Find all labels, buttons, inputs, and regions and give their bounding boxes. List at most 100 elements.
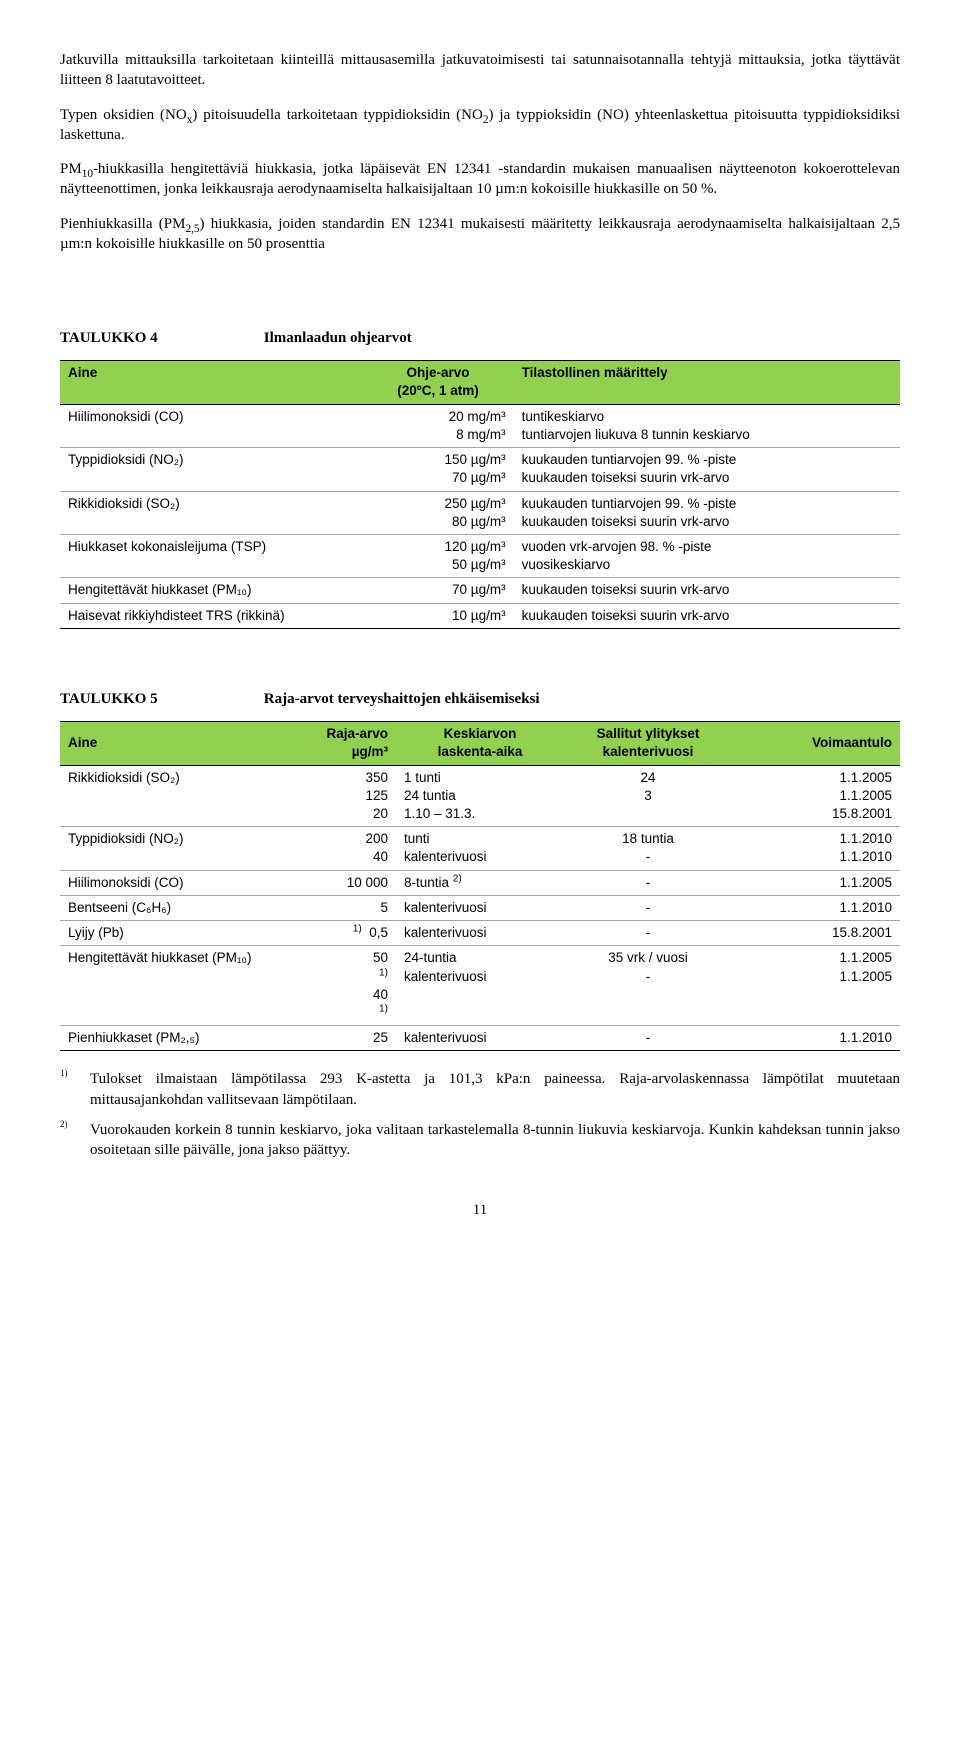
t5-aika: tunti kalenterivuosi xyxy=(396,827,564,870)
p4-part-b: ) hiukkasia, joiden standardin EN 12341 … xyxy=(60,216,900,252)
t5-aine: Typpidioksidi (NO₂) xyxy=(60,827,278,870)
table4-title: Ilmanlaadun ohjearvot xyxy=(264,330,412,346)
t4-arvo: 120 µg/m³ 50 µg/m³ xyxy=(362,535,513,578)
table4-heading: TAULUKKO 4 Ilmanlaadun ohjearvot xyxy=(60,328,900,348)
t4-maar: kuukauden toiseksi suurin vrk-arvo xyxy=(514,603,900,628)
t5-raja: 10 000 xyxy=(278,870,396,895)
footnotes: 1) Tulokset ilmaistaan lämpötilassa 293 … xyxy=(60,1069,900,1160)
t4-maar: kuukauden tuntiarvojen 99. % -piste kuuk… xyxy=(514,448,900,491)
t5-raja: 350 125 20 xyxy=(278,765,396,827)
t4-maar: kuukauden toiseksi suurin vrk-arvo xyxy=(514,578,900,603)
page-number: 11 xyxy=(60,1200,900,1220)
table5-label: TAULUKKO 5 xyxy=(60,689,260,709)
t4-aine: Typpidioksidi (NO₂) xyxy=(60,448,362,491)
table-row: Hiukkaset kokonaisleijuma (TSP)120 µg/m³… xyxy=(60,535,900,578)
footnote-2: 2) Vuorokauden korkein 8 tunnin keskiarv… xyxy=(60,1120,900,1161)
t4-h-ohje: Ohje-arvo (20ºC, 1 atm) xyxy=(362,361,513,404)
p2-part-b: ) pitoisuudella tarkoitetaan typpidioksi… xyxy=(192,107,482,123)
t5-h-voim: Voimaantulo xyxy=(732,722,900,765)
table4-label: TAULUKKO 4 xyxy=(60,328,260,348)
t5-aika: kalenterivuosi xyxy=(396,1026,564,1051)
t5-h-aine: Aine xyxy=(60,722,278,765)
t5-raja: 25 xyxy=(278,1026,396,1051)
t4-aine: Hiilimonoksidi (CO) xyxy=(60,404,362,447)
table-row: Rikkidioksidi (SO₂)250 µg/m³ 80 µg/m³kuu… xyxy=(60,491,900,534)
t4-aine: Hengitettävät hiukkaset (PM₁₀) xyxy=(60,578,362,603)
t4-maar: kuukauden tuntiarvojen 99. % -piste kuuk… xyxy=(514,491,900,534)
table-row: Haisevat rikkiyhdisteet TRS (rikkinä)10 … xyxy=(60,603,900,628)
t5-aine: Bentseeni (C₆H₆) xyxy=(60,895,278,920)
fn1-text: Tulokset ilmaistaan lämpötilassa 293 K-a… xyxy=(90,1069,900,1110)
t4-arvo: 150 µg/m³ 70 µg/m³ xyxy=(362,448,513,491)
t5-voim: 1.1.2010 xyxy=(732,895,900,920)
t5-ylit: 24 3 xyxy=(564,765,732,827)
paragraph-1: Jatkuvilla mittauksilla tarkoitetaan kii… xyxy=(60,50,900,91)
t4-h-ohje-a: Ohje-arvo xyxy=(406,365,469,380)
table-row: Lyijy (Pb)1) 0,5kalenterivuosi-15.8.2001 xyxy=(60,921,900,946)
footnote-1: 1) Tulokset ilmaistaan lämpötilassa 293 … xyxy=(60,1069,900,1110)
t5-raja: 501)401) xyxy=(278,946,396,1026)
t5-aika: kalenterivuosi xyxy=(396,921,564,946)
table-row: Pienhiukkaset (PM₂,₅)25kalenterivuosi-1.… xyxy=(60,1026,900,1051)
t4-h-maar: Tilastollinen määrittely xyxy=(514,361,900,404)
t5-ylit: 35 vrk / vuosi - xyxy=(564,946,732,1026)
p3-part-b: -hiukkasilla hengitettäviä hiukkasia, jo… xyxy=(60,161,900,197)
table4: Aine Ohje-arvo (20ºC, 1 atm) Tilastollin… xyxy=(60,360,900,629)
table5-title: Raja-arvot terveyshaittojen ehkäisemisek… xyxy=(264,691,540,707)
p3-part-a: PM xyxy=(60,161,82,177)
t5-ylit: - xyxy=(564,895,732,920)
t4-arvo: 70 µg/m³ xyxy=(362,578,513,603)
p2-part-a: Typen oksidien (NO xyxy=(60,107,187,123)
t5-aika: 1 tunti 24 tuntia 1.10 – 31.3. xyxy=(396,765,564,827)
paragraph-2: Typen oksidien (NOx) pitoisuudella tarko… xyxy=(60,105,900,146)
t5-voim: 1.1.2010 1.1.2010 xyxy=(732,827,900,870)
t4-h-ohje-b: (20ºC, 1 atm) xyxy=(397,383,478,398)
t4-arvo: 10 µg/m³ xyxy=(362,603,513,628)
t5-ylit: 18 tuntia - xyxy=(564,827,732,870)
t5-h-raja: Raja-arvo µg/m³ xyxy=(278,722,396,765)
t4-arvo: 250 µg/m³ 80 µg/m³ xyxy=(362,491,513,534)
table-row: Rikkidioksidi (SO₂)350 125 201 tunti 24 … xyxy=(60,765,900,827)
t5-ylit: - xyxy=(564,870,732,895)
paragraph-3: PM10-hiukkasilla hengitettäviä hiukkasia… xyxy=(60,159,900,200)
table-row: Typpidioksidi (NO₂)150 µg/m³ 70 µg/m³kuu… xyxy=(60,448,900,491)
t4-arvo: 20 mg/m³ 8 mg/m³ xyxy=(362,404,513,447)
t5-aika: kalenterivuosi xyxy=(396,895,564,920)
t4-h-aine: Aine xyxy=(60,361,362,404)
t5-h-ylit: Sallitut ylitykset kalenterivuosi xyxy=(564,722,732,765)
t5-aine: Pienhiukkaset (PM₂,₅) xyxy=(60,1026,278,1051)
t5-aine: Hengitettävät hiukkaset (PM₁₀) xyxy=(60,946,278,1026)
fn1-num: 1) xyxy=(60,1068,68,1078)
t4-aine: Hiukkaset kokonaisleijuma (TSP) xyxy=(60,535,362,578)
fn2-num: 2) xyxy=(60,1119,68,1129)
t5-voim: 1.1.2010 xyxy=(732,1026,900,1051)
t5-aine: Rikkidioksidi (SO₂) xyxy=(60,765,278,827)
t5-voim: 1.1.2005 xyxy=(732,870,900,895)
t5-aika: 8-tuntia 2) xyxy=(396,870,564,895)
paragraph-4: Pienhiukkasilla (PM2,5) hiukkasia, joide… xyxy=(60,214,900,255)
t5-ylit: - xyxy=(564,921,732,946)
table5-heading: TAULUKKO 5 Raja-arvot terveyshaittojen e… xyxy=(60,689,900,709)
t4-maar: vuoden vrk-arvojen 98. % -piste vuosikes… xyxy=(514,535,900,578)
t4-maar: tuntikeskiarvo tuntiarvojen liukuva 8 tu… xyxy=(514,404,900,447)
fn2-text: Vuorokauden korkein 8 tunnin keskiarvo, … xyxy=(90,1120,900,1161)
table-row: Bentseeni (C₆H₆)5kalenterivuosi-1.1.2010 xyxy=(60,895,900,920)
table-row: Hengitettävät hiukkaset (PM₁₀)70 µg/m³ku… xyxy=(60,578,900,603)
table5: Aine Raja-arvo µg/m³ Keskiarvon laskenta… xyxy=(60,721,900,1051)
t5-voim: 15.8.2001 xyxy=(732,921,900,946)
t4-aine: Haisevat rikkiyhdisteet TRS (rikkinä) xyxy=(60,603,362,628)
t5-aika: 24-tuntia kalenterivuosi xyxy=(396,946,564,1026)
t4-aine: Rikkidioksidi (SO₂) xyxy=(60,491,362,534)
t5-raja: 1) 0,5 xyxy=(278,921,396,946)
table-row: Typpidioksidi (NO₂)200 40tunti kalenteri… xyxy=(60,827,900,870)
t5-aine: Lyijy (Pb) xyxy=(60,921,278,946)
t5-aine: Hiilimonoksidi (CO) xyxy=(60,870,278,895)
t5-h-aika: Keskiarvon laskenta-aika xyxy=(396,722,564,765)
table-row: Hiilimonoksidi (CO)10 0008-tuntia 2)-1.1… xyxy=(60,870,900,895)
t5-voim: 1.1.2005 1.1.2005 xyxy=(732,946,900,1026)
p4-part-a: Pienhiukkasilla (PM xyxy=(60,216,185,232)
t5-raja: 5 xyxy=(278,895,396,920)
t5-raja: 200 40 xyxy=(278,827,396,870)
t5-voim: 1.1.2005 1.1.2005 15.8.2001 xyxy=(732,765,900,827)
table-row: Hiilimonoksidi (CO)20 mg/m³ 8 mg/m³tunti… xyxy=(60,404,900,447)
